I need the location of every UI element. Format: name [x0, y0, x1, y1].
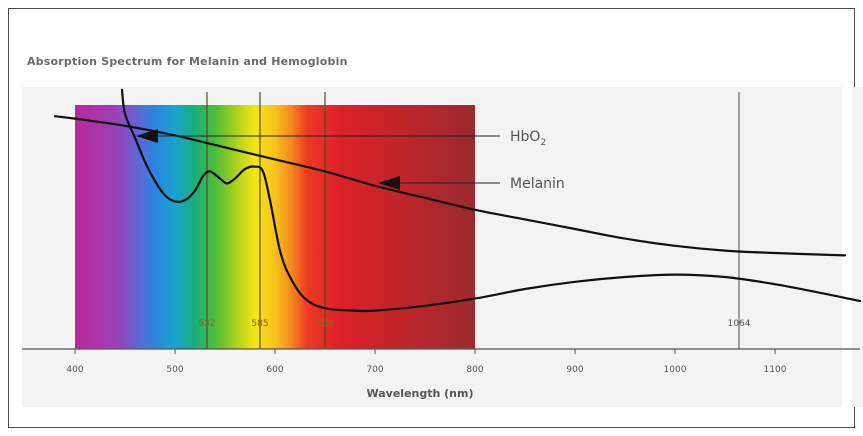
- series-group: [53, 88, 862, 313]
- series-label-subscript: 2: [540, 138, 546, 148]
- series-label-text: HbO: [510, 129, 540, 145]
- series-line-melanin: [53, 115, 847, 257]
- arrowhead: [378, 176, 400, 190]
- series-label-hbo2: HbO2: [510, 129, 546, 148]
- series-label-melanin: Melanin: [510, 176, 565, 192]
- x-tick-label: 900: [566, 365, 583, 375]
- reference-lines: 532 585 650 1064: [198, 92, 751, 349]
- x-tick-label: 500: [166, 365, 183, 375]
- x-tick-label: 800: [466, 365, 483, 375]
- series-labels: HbO2 Melanin: [136, 129, 565, 192]
- x-axis-title: Wavelength (nm): [367, 387, 474, 400]
- series-line-hbo2: [120, 88, 862, 313]
- arrowhead: [136, 129, 158, 143]
- x-tick-label: 1000: [664, 365, 687, 375]
- reference-line-label: 585: [251, 319, 268, 329]
- x-tick-label: 700: [366, 365, 383, 375]
- x-tick-label: 600: [266, 365, 283, 375]
- chart-title: Absorption Spectrum for Melanin and Hemo…: [27, 55, 348, 68]
- reference-line-label: 650: [316, 319, 333, 329]
- plot-area-overflow: [852, 87, 863, 407]
- reference-line-label: 1064: [728, 319, 751, 329]
- x-tick-label: 1100: [764, 365, 787, 375]
- series-label-text: Melanin: [510, 176, 565, 192]
- x-axis: 400 500 600 700 800 900 1000 1100 Wavelength (nm…: [22, 348, 860, 400]
- x-tick-label: 400: [66, 365, 83, 375]
- reference-line-label: 532: [198, 319, 215, 329]
